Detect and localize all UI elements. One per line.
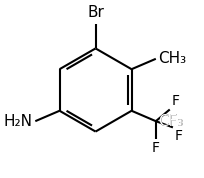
Text: H₂N: H₂N bbox=[4, 114, 33, 129]
Text: CH₃: CH₃ bbox=[159, 51, 186, 66]
Text: Br: Br bbox=[87, 5, 104, 20]
Text: CF₃: CF₃ bbox=[159, 114, 184, 129]
Text: CF₃: CF₃ bbox=[159, 114, 184, 129]
Text: F: F bbox=[172, 94, 180, 108]
Text: F: F bbox=[175, 129, 183, 143]
Text: F: F bbox=[152, 141, 160, 155]
